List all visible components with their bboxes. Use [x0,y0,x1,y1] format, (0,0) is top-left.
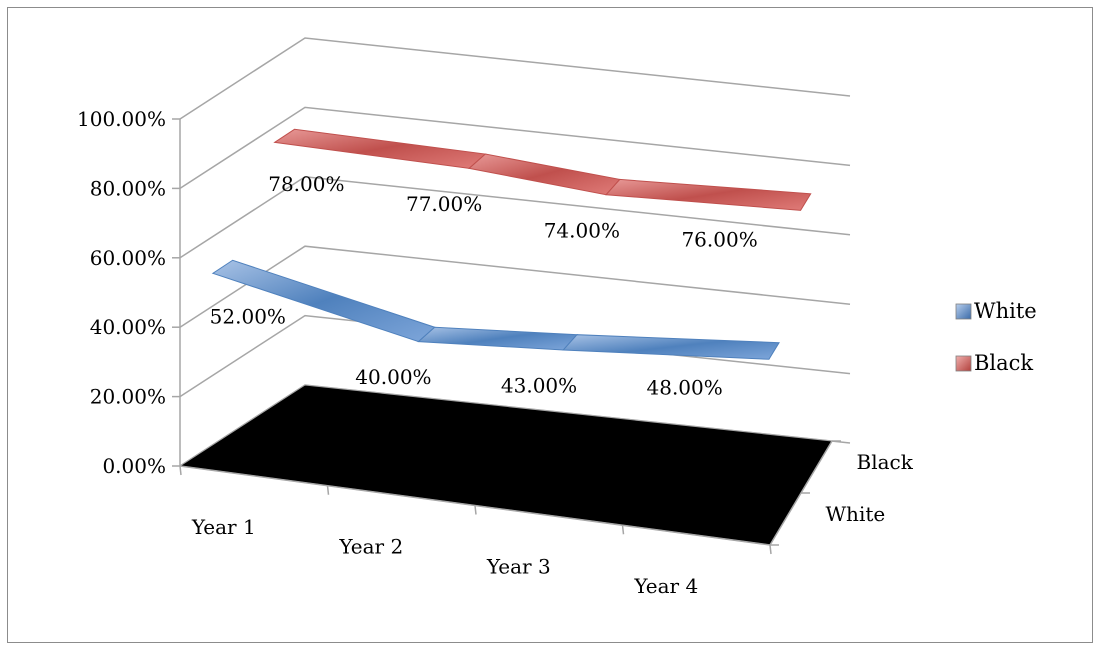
x-tick [621,525,625,535]
data-label: 40.00% [355,365,431,389]
data-label: 76.00% [681,228,757,252]
gridline [179,245,851,328]
ribbon-segment [417,326,579,351]
y-tick-label: 40.00% [90,315,166,339]
x-tick [769,544,772,555]
category-label: Year 1 [191,515,256,539]
gridline [179,106,851,190]
y-tick-label: 20.00% [90,385,166,409]
series-black-ribbon [273,128,812,211]
x-tick [326,485,330,495]
depth-axis-label: Black [857,450,914,474]
data-label: 74.00% [544,218,620,242]
chart-floor [178,384,833,546]
legend-label: Black [974,351,1033,375]
x-tick [474,505,477,515]
category-label: Year 3 [486,554,551,578]
gridline [179,176,851,259]
x-tick [179,465,182,476]
data-label: 43.00% [501,374,577,398]
ribbon-segment [211,259,436,343]
chart-frame [7,7,1093,643]
y-tick-label: 60.00% [90,246,166,270]
data-label: 77.00% [406,192,482,216]
data-label: 52.00% [210,304,286,328]
category-label: Year 2 [338,535,403,559]
legend-label: White [974,299,1037,323]
category-label: Year 4 [633,574,698,598]
ribbon-segment [273,128,487,169]
gridline [179,37,851,120]
y-tick-label: 80.00% [90,176,166,200]
data-label: 78.00% [268,172,344,196]
series-white-ribbon [211,259,780,360]
ribbon-segment [562,334,780,360]
ribbon-segment [468,153,621,196]
y-tick-label: 0.00% [102,454,166,478]
legend-swatch-white [955,303,972,320]
legend-swatch-black [955,355,972,372]
x-axis-line [179,465,771,546]
ribbon-segment [605,178,812,211]
depth-axis-label: White [826,502,886,526]
data-label: 48.00% [647,375,723,399]
y-tick-label: 100.00% [77,107,166,131]
